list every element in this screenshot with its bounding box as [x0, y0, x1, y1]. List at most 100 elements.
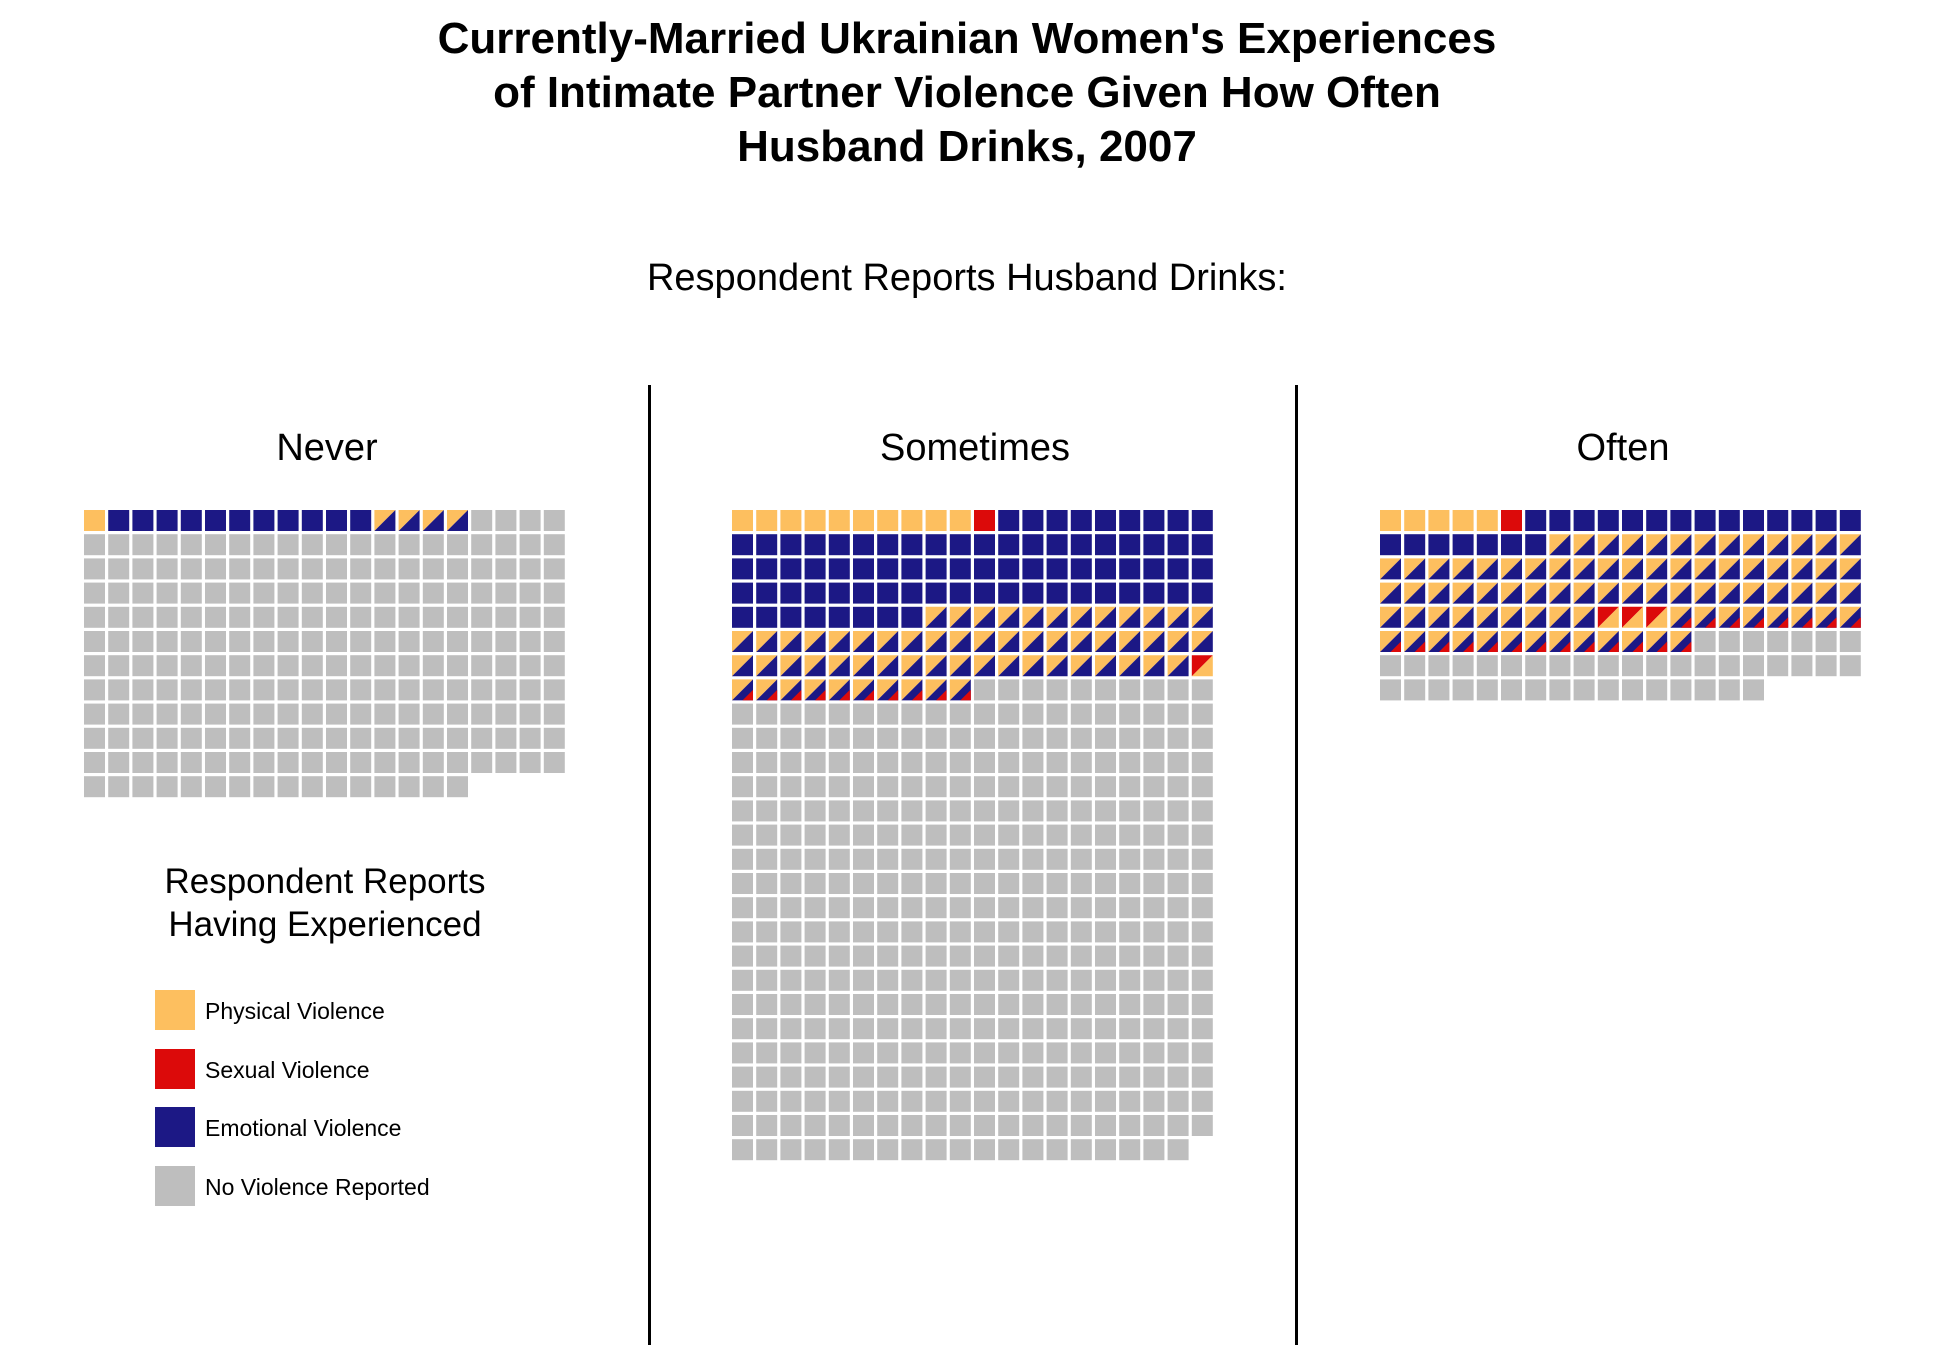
waffle-cell-none	[1046, 1115, 1068, 1136]
waffle-cell-none	[756, 1018, 778, 1040]
waffle-cell-none	[1694, 655, 1716, 677]
waffle-cell-physical-emotional	[1573, 534, 1595, 556]
waffle-cell-none	[804, 848, 826, 870]
waffle-cell-none	[828, 776, 850, 798]
waffle-cell-none	[1167, 994, 1189, 1015]
waffle-cell-none	[108, 679, 130, 701]
waffle-cell-physical-emotional	[1380, 582, 1401, 604]
waffle-cell-physical-emotional	[974, 655, 995, 677]
waffle-cell-none	[398, 776, 420, 798]
waffle-cell-emotional	[1046, 582, 1068, 604]
waffle-cell-none	[974, 727, 995, 749]
waffle-cell-emotional	[804, 558, 826, 580]
waffle-cell-none	[301, 727, 323, 749]
waffle-cell-physical-emotional	[1670, 558, 1692, 580]
waffle-cell-none	[326, 631, 347, 652]
waffle-cell-none	[326, 679, 347, 701]
waffle-cell-none	[901, 848, 923, 870]
waffle-cell-none	[1767, 631, 1789, 652]
waffle-cell-none	[1070, 800, 1092, 822]
waffle-cell-none	[974, 1139, 995, 1161]
waffle-cell-none	[447, 631, 468, 652]
waffle-cell-none	[756, 727, 778, 749]
waffle-cell-emotional	[1119, 582, 1141, 604]
waffle-cell-emotional	[804, 582, 826, 604]
waffle-cell-none	[398, 558, 420, 580]
waffle-cell-physical-emotional	[1191, 631, 1213, 652]
waffle-cell-none	[205, 752, 226, 773]
waffle-cell-none	[1022, 897, 1044, 919]
waffle-cell-none	[1070, 1115, 1092, 1136]
waffle-cell-none	[949, 752, 971, 773]
waffle-cell-none	[804, 873, 826, 894]
waffle-cell-none	[253, 534, 275, 556]
waffle-cell-emotional	[756, 606, 778, 628]
waffle-cell-physical-emotional	[1476, 582, 1498, 604]
waffle-cell-emotional	[1167, 534, 1189, 556]
waffle-cell-none	[374, 776, 396, 798]
legend-label-none: No Violence Reported	[205, 1174, 430, 1200]
waffle-cell-emotional	[180, 510, 202, 531]
waffle-cell-none	[756, 1090, 778, 1112]
waffle-cell-none	[180, 703, 202, 725]
waffle-cell-none	[543, 679, 565, 701]
waffle-cell-none	[756, 1139, 778, 1161]
waffle-cell-none	[1549, 655, 1571, 677]
waffle-cell-emotional	[732, 534, 753, 556]
waffle-cell-emotional	[998, 558, 1020, 580]
waffle-cell-none	[877, 969, 899, 991]
waffle-cell-none	[974, 824, 995, 846]
waffle-cell-none	[780, 897, 802, 919]
waffle-cell-none	[998, 994, 1020, 1015]
waffle-cell-none	[422, 534, 444, 556]
waffle-cell-none	[156, 752, 178, 773]
waffle-cell-physical-emotional	[1597, 582, 1619, 604]
waffle-cell-physical-emotional	[925, 631, 947, 652]
waffle-cell-none	[519, 631, 541, 652]
waffle-cell-none	[828, 921, 850, 943]
waffle-cell-none	[1046, 703, 1068, 725]
waffle-cell-physical-emotional	[804, 655, 826, 677]
waffle-cell-none	[780, 1042, 802, 1064]
waffle-cell-none	[853, 848, 874, 870]
waffle-cell-emotional	[1191, 510, 1213, 531]
waffle-cell-emotional	[1380, 534, 1401, 556]
waffle-cell-none	[1143, 800, 1165, 822]
waffle-cell-emotional	[828, 558, 850, 580]
waffle-cell-none	[1191, 727, 1213, 749]
waffle-cell-none	[853, 824, 874, 846]
waffle-cell-none	[1694, 679, 1716, 701]
waffle-cell-none	[925, 727, 947, 749]
waffle-cell-none	[974, 752, 995, 773]
waffle-cell-none	[519, 582, 541, 604]
waffle-cell-none	[398, 752, 420, 773]
waffle-cell-physical-emotional	[1767, 582, 1789, 604]
waffle-cell-none	[1476, 655, 1498, 677]
waffle-cell-none	[780, 1115, 802, 1136]
waffle-cell-physical-emotional	[1525, 582, 1547, 604]
waffle-cell-none	[543, 655, 565, 677]
waffle-cell-none	[1022, 1042, 1044, 1064]
waffle-cell-emotional	[1095, 582, 1116, 604]
waffle-cell-none	[974, 994, 995, 1015]
waffle-cell-none	[732, 945, 753, 967]
waffle-cell-physical-emotional	[1476, 558, 1498, 580]
waffle-cell-physical-emotional	[1597, 558, 1619, 580]
waffle-cell-none	[949, 703, 971, 725]
legend-label-emotional: Emotional Violence	[205, 1115, 402, 1141]
waffle-cell-none	[374, 655, 396, 677]
waffle-cell-none	[1119, 969, 1141, 991]
waffle-cell-none	[350, 776, 372, 798]
waffle-cell-none	[828, 1042, 850, 1064]
waffle-cell-none	[1119, 1115, 1141, 1136]
waffle-cell-none	[998, 969, 1020, 991]
waffle-cell-none	[828, 1018, 850, 1040]
waffle-cell-none	[1191, 921, 1213, 943]
waffle-cell-emotional	[1501, 534, 1522, 556]
waffle-cell-physical-sexual-emotional	[1597, 631, 1619, 652]
waffle-cell-physical-emotional	[1815, 582, 1837, 604]
waffle-cell-none	[925, 848, 947, 870]
waffle-cell-none	[1022, 994, 1044, 1015]
waffle-cell-emotional	[1549, 510, 1571, 531]
waffle-cell-emotional	[853, 558, 874, 580]
